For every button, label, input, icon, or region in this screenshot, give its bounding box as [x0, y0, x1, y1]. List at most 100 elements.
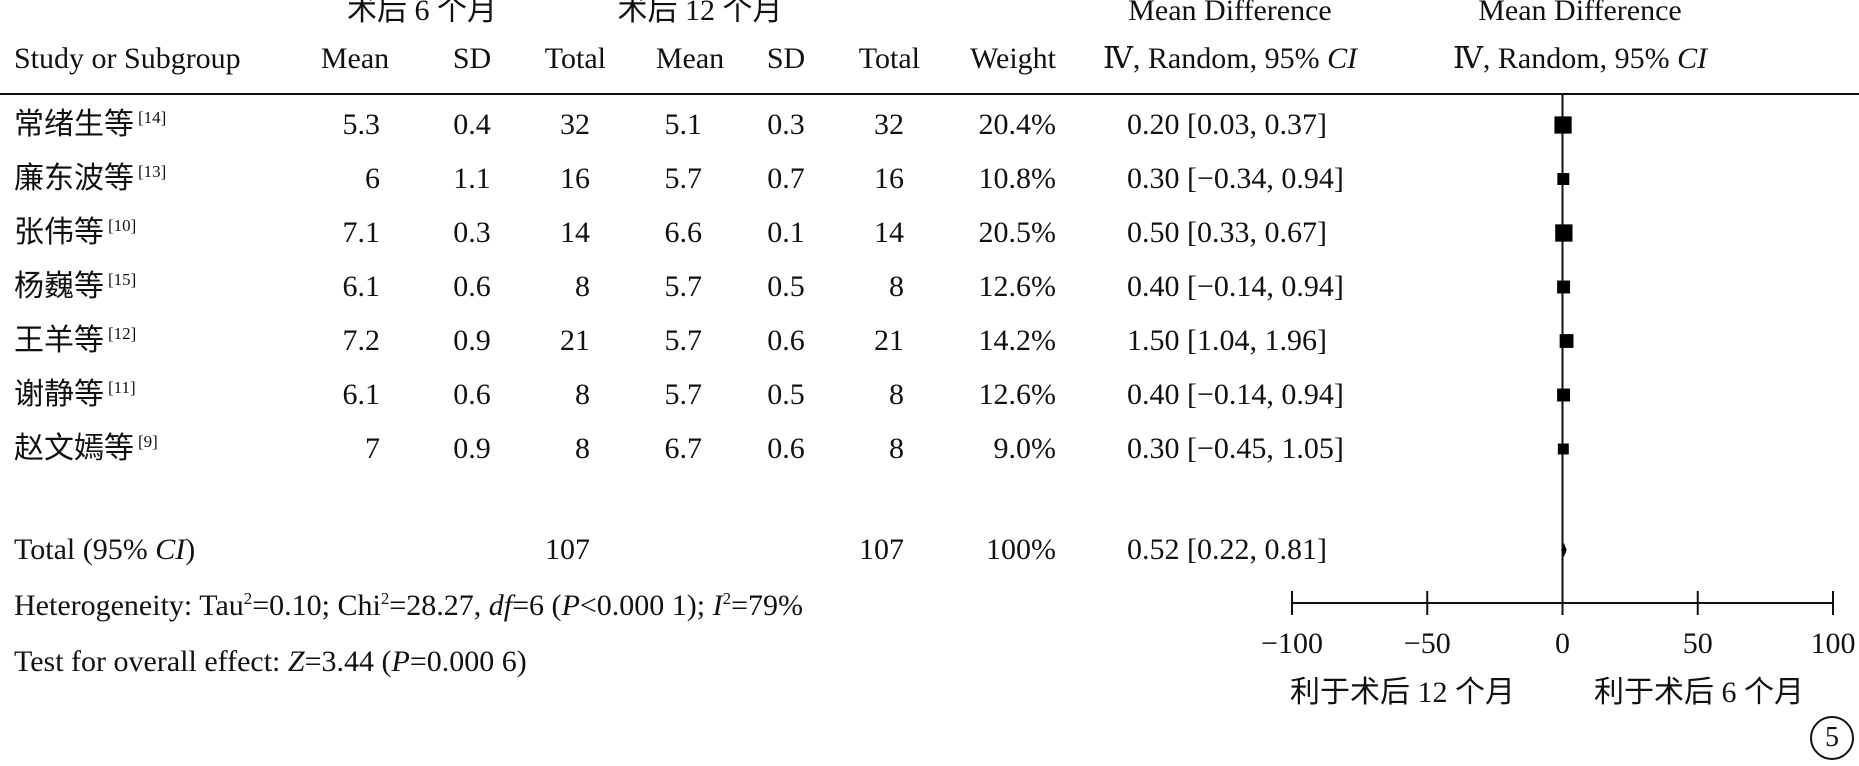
cell-md: 0.50 [0.33, 0.67] — [1127, 216, 1327, 249]
figure-number-badge: 5 — [1810, 716, 1854, 760]
cell-n2: 8 — [889, 378, 904, 411]
het-I: I — [712, 589, 723, 622]
het-p5: <0.000 1); — [579, 589, 713, 622]
cell-mean2: 5.7 — [664, 324, 703, 357]
weight-square — [1557, 280, 1571, 294]
md-plot-subheader-ci: CI — [1677, 42, 1708, 75]
weight-col-header: Weight — [970, 42, 1056, 75]
cell-md: 0.40 [−0.14, 0.94] — [1127, 270, 1344, 303]
cell-weight: 12.6% — [978, 378, 1057, 411]
md-plot-subheader: Ⅳ, Random, 95% CI — [1430, 42, 1730, 76]
cell-sd1: 0.3 — [453, 216, 491, 249]
cell-n2: 16 — [874, 162, 904, 195]
cell-study: 张伟等 [10] — [14, 216, 136, 250]
weight-square — [1557, 173, 1570, 185]
cell-md: 0.30 [−0.34, 0.94] — [1127, 162, 1344, 195]
favours-right-label: 利于术后 6 个月 — [1594, 676, 1804, 709]
cell-sd2: 0.6 — [767, 324, 805, 357]
total2-col-header: Total — [858, 42, 920, 75]
cell-study: 常绪生等 [14] — [14, 108, 166, 142]
study-ref: [15] — [108, 270, 137, 289]
cell-mean1: 5.3 — [342, 108, 381, 141]
weight-square — [1557, 443, 1569, 455]
cell-sd2: 0.1 — [767, 216, 805, 249]
md-col-subheader-text: Ⅳ, Random, 95% — [1102, 42, 1328, 75]
total-n2: 107 — [859, 533, 904, 566]
cell-n1: 16 — [560, 162, 590, 195]
cell-mean1: 7.2 — [342, 324, 381, 357]
oe-p2: =3.44 ( — [304, 645, 392, 678]
het-sup-tau: 2 — [243, 589, 253, 608]
sd2-col-header: SD — [766, 42, 806, 75]
overall-effect-text: Test for overall effect: Z=3.44 (P=0.000… — [14, 645, 527, 679]
cell-study: 王羊等 [12] — [14, 324, 136, 358]
cell-mean2: 5.7 — [664, 162, 703, 195]
cell-mean2: 6.7 — [664, 432, 703, 465]
cell-n2: 8 — [889, 270, 904, 303]
total1-col-header: Total — [544, 42, 606, 75]
cell-study: 杨巍等 [15] — [14, 270, 136, 304]
study-name: 常绪生等 — [14, 108, 134, 141]
cell-weight: 20.4% — [978, 108, 1057, 141]
cell-study: 廉东波等 [13] — [14, 162, 166, 196]
heterogeneity-text: Heterogeneity: Tau2=0.10; Chi2=28.27, df… — [14, 589, 803, 623]
cell-study: 赵文嫣等 [9] — [14, 432, 158, 466]
total-label-post: ) — [185, 533, 196, 566]
tick-label: 50 — [1682, 627, 1713, 660]
study-ref: [12] — [108, 324, 137, 343]
cell-sd2: 0.5 — [767, 378, 805, 411]
total-n1: 107 — [545, 533, 590, 566]
total-label-pre: Total (95% — [14, 533, 156, 566]
total-label-ci: CI — [155, 533, 186, 566]
study-name: 张伟等 — [14, 216, 104, 249]
favours-left-label: 利于术后 12 个月 — [1290, 676, 1515, 709]
pooled-diamond — [1561, 543, 1567, 557]
tick-label: 100 — [1810, 627, 1856, 660]
cell-n1: 8 — [575, 378, 590, 411]
cell-n1: 8 — [575, 432, 590, 465]
het-p3: =28.27, — [389, 589, 489, 622]
cell-n1: 14 — [560, 216, 590, 249]
cell-sd1: 0.4 — [453, 108, 491, 141]
het-sup-i: 2 — [722, 589, 732, 608]
het-p4: =6 ( — [512, 589, 562, 622]
total-md: 0.52 [0.22, 0.81] — [1127, 533, 1327, 566]
total-weight: 100% — [986, 533, 1056, 566]
cell-n2: 32 — [874, 108, 904, 141]
cell-weight: 20.5% — [978, 216, 1057, 249]
mean2-col-header: Mean — [655, 42, 725, 75]
het-p2: =0.10; Chi — [252, 589, 381, 622]
het-p1: Heterogeneity: Tau — [14, 589, 244, 622]
cell-n2: 8 — [889, 432, 904, 465]
cell-mean2: 6.6 — [664, 216, 703, 249]
oe-P: P — [391, 645, 410, 678]
cell-n1: 8 — [575, 270, 590, 303]
cell-weight: 12.6% — [978, 270, 1057, 303]
study-ref: [9] — [138, 432, 158, 451]
study-ref: [13] — [138, 162, 167, 181]
cell-n1: 21 — [560, 324, 590, 357]
cell-mean1: 6.1 — [342, 378, 381, 411]
cell-sd1: 1.1 — [453, 162, 491, 195]
oe-Z: Z — [287, 645, 305, 678]
cell-study: 谢静等 [11] — [14, 378, 136, 412]
ctrl-group-header: 术后 12 个月 — [617, 0, 783, 27]
cell-sd2: 0.5 — [767, 270, 805, 303]
md-col-title: Mean Difference — [1128, 0, 1332, 27]
tick-label: −100 — [1261, 627, 1323, 660]
study-ref: [10] — [108, 216, 137, 235]
study-name: 廉东波等 — [14, 162, 134, 195]
het-sup-chi: 2 — [380, 589, 390, 608]
cell-mean2: 5.1 — [664, 108, 703, 141]
study-col-header: Study or Subgroup — [14, 42, 241, 75]
oe-p1: Test for overall effect: — [14, 645, 288, 678]
cell-n2: 14 — [874, 216, 904, 249]
md-col-subheader-ci: CI — [1327, 42, 1358, 75]
weight-square — [1554, 116, 1572, 134]
study-name: 杨巍等 — [14, 270, 104, 303]
mean1-col-header: Mean — [320, 42, 390, 75]
exp-group-header: 术后 6 个月 — [347, 0, 497, 27]
cell-mean1: 6.1 — [342, 270, 381, 303]
cell-md: 0.30 [−0.45, 1.05] — [1127, 432, 1344, 465]
